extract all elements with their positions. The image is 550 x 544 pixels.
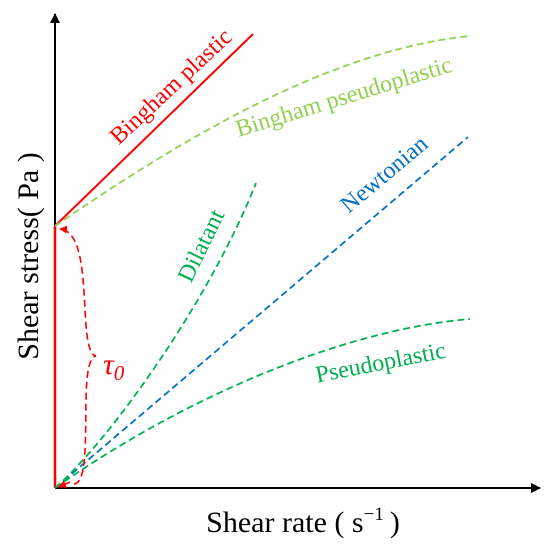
yield-stress-label: τ0 [103, 348, 125, 385]
bingham-plastic-line [54, 33, 254, 227]
x-axis-title-superscript: −1 [364, 504, 384, 525]
pseudoplastic-curve [54, 318, 471, 489]
pseudoplastic-label: Pseudoplastic [313, 338, 448, 389]
dilatant-label: Dilatant [173, 205, 230, 286]
yield-stress-subscript: 0 [114, 361, 125, 385]
x-axis-title-main: Shear rate ( s [206, 506, 363, 539]
bingham-pseudoplastic-curve [54, 35, 471, 227]
y-axis-title: Shear stress( Pa ) [12, 152, 45, 359]
newtonian-label: Newtonian [336, 131, 433, 219]
x-axis-title-close: ) [390, 506, 400, 539]
newtonian-line [54, 136, 469, 489]
yield-stress-symbol: τ [103, 348, 115, 381]
dilatant-curve [54, 182, 257, 489]
yield-stress-bracket-bottom-arrow [58, 480, 71, 488]
bingham-plastic-label: Bingham plastic [105, 24, 237, 150]
yield-stress-bracket [59, 225, 97, 485]
x-axis-title: Shear rate ( s−1) [206, 504, 400, 539]
